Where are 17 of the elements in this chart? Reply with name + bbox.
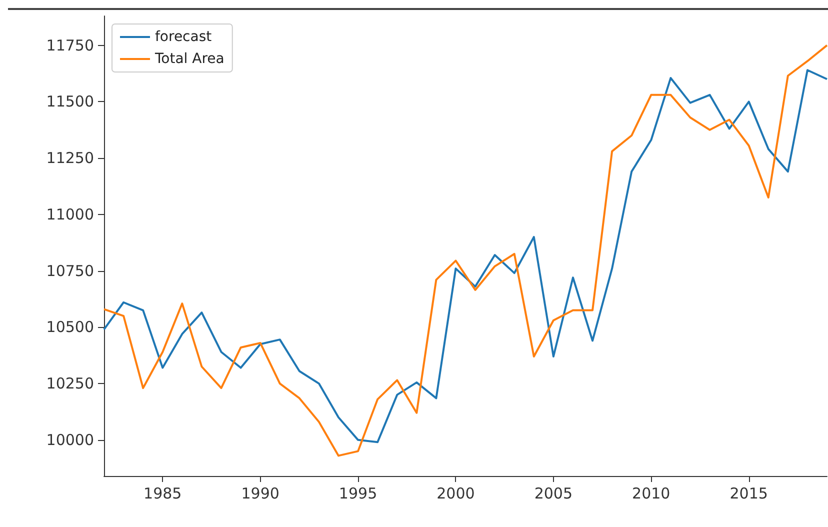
x-tick-label: 1990 xyxy=(241,484,280,502)
legend-label: Total Area xyxy=(154,51,224,67)
x-tick-label: 2010 xyxy=(632,484,670,502)
x-tick-label: 2015 xyxy=(730,484,768,502)
x-tick-label: 1985 xyxy=(144,484,182,502)
x-tick-label: 2000 xyxy=(436,484,475,502)
x-tick-label: 2005 xyxy=(534,484,573,502)
legend-label: forecast xyxy=(155,29,212,45)
y-tick-label: 11500 xyxy=(46,92,94,111)
y-tick-label: 11250 xyxy=(46,149,94,168)
y-tick-label: 10000 xyxy=(46,430,94,449)
y-tick-label: 10750 xyxy=(46,262,94,280)
y-tick-label: 10250 xyxy=(46,374,94,393)
y-tick-label: 11750 xyxy=(46,36,94,54)
y-tick-label: 10500 xyxy=(46,318,94,336)
x-tick-label: 1995 xyxy=(338,484,378,502)
y-tick-label: 11000 xyxy=(46,205,94,224)
